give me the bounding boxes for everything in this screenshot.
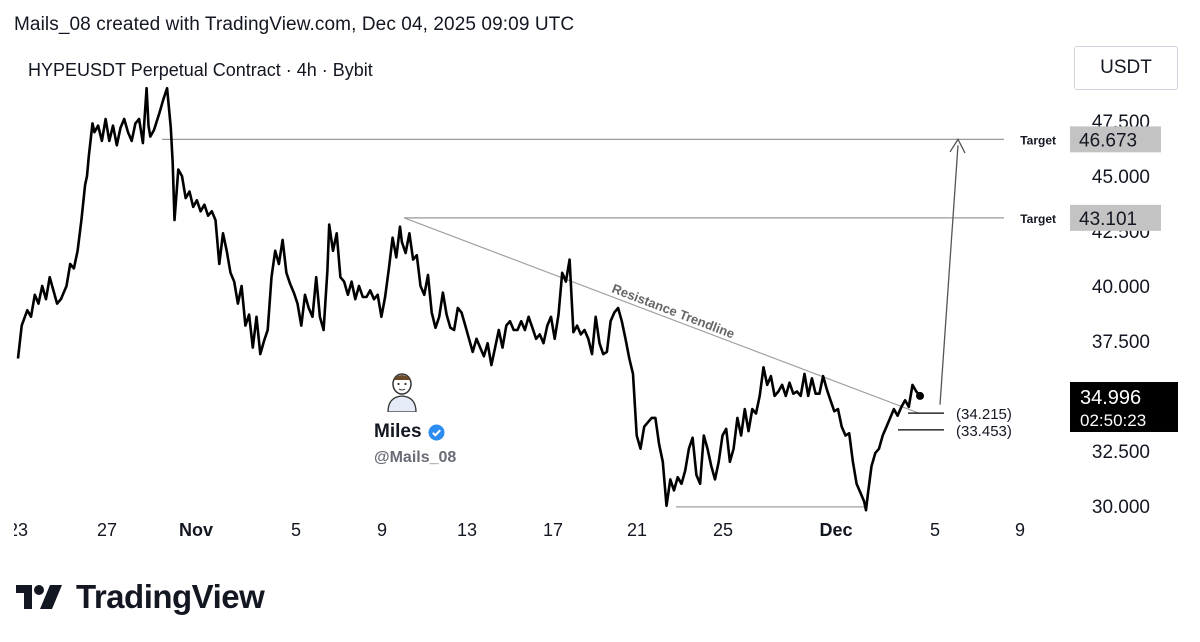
y-tick-label: 45.000	[1092, 167, 1150, 188]
last-price-value: 34.996	[1080, 387, 1141, 409]
x-tick-label: Nov	[179, 520, 213, 540]
last-price-box	[1070, 381, 1178, 432]
price-line	[16, 86, 921, 512]
tradingview-logo-icon	[16, 585, 62, 609]
x-tick-label: 5	[291, 520, 301, 540]
resistance-trendline	[403, 217, 920, 414]
y-axis: 30.00032.50035.00037.50040.00042.50045.0…	[1092, 112, 1150, 518]
projection-arrow	[939, 145, 959, 405]
tradingview-wordmark: TradingView	[76, 578, 265, 615]
projection-arrowhead	[949, 138, 966, 154]
y-tick-label: 32.500	[1092, 442, 1150, 463]
target-box	[1070, 204, 1161, 231]
target-value: 46.673	[1079, 130, 1137, 151]
x-tick-label: 9	[377, 520, 387, 540]
x-tick-label: 9	[1015, 520, 1025, 540]
verified-badge-icon	[428, 424, 445, 440]
x-tick-label: 17	[543, 520, 563, 540]
x-tick-label: Dec	[819, 520, 852, 540]
price-chart: 30.00032.50035.00037.50040.00042.50045.0…	[14, 86, 1178, 540]
chart-panel: HYPEUSDT Perpetual Contract · 4h · Bybit…	[14, 46, 1178, 546]
tradingview-logo[interactable]: TradingView	[16, 578, 265, 616]
x-axis: 23 27 Nov 5 9 13 17 21 25 Dec 5 9	[14, 520, 1025, 540]
x-tick-label: 23	[14, 520, 28, 540]
level-label: (34.215)	[956, 406, 1012, 423]
target-label: Target	[1020, 212, 1056, 226]
x-tick-label: 5	[930, 520, 940, 540]
attribution-text: Mails_08 created with TradingView.com, D…	[14, 14, 575, 35]
author-handle: @Mails_08	[374, 449, 457, 466]
target-label: Target	[1020, 133, 1056, 147]
currency-selector[interactable]: USDT	[1074, 46, 1178, 90]
resistance-label: Resistance Trendline	[610, 281, 737, 342]
bar-countdown: 02:50:23	[1080, 411, 1146, 430]
x-tick-label: 25	[713, 520, 733, 540]
x-tick-label: 13	[457, 520, 477, 540]
y-tick-label: 40.000	[1092, 277, 1150, 298]
level-label: (33.453)	[956, 423, 1012, 440]
guides	[162, 138, 1004, 508]
x-tick-label: 27	[97, 520, 117, 540]
y-tick-label: 30.000	[1092, 497, 1150, 518]
y-tick-label: 37.500	[1092, 332, 1150, 353]
chart-title: HYPEUSDT Perpetual Contract · 4h · Bybit	[28, 60, 373, 80]
last-price-dot	[916, 391, 924, 400]
target-value: 43.101	[1079, 209, 1137, 230]
avatar-icon	[387, 373, 417, 413]
target-box	[1070, 126, 1161, 153]
author-name: Miles	[374, 421, 456, 443]
author-watermark: Miles @Mails_08	[374, 370, 456, 467]
x-tick-label: 21	[627, 520, 647, 540]
